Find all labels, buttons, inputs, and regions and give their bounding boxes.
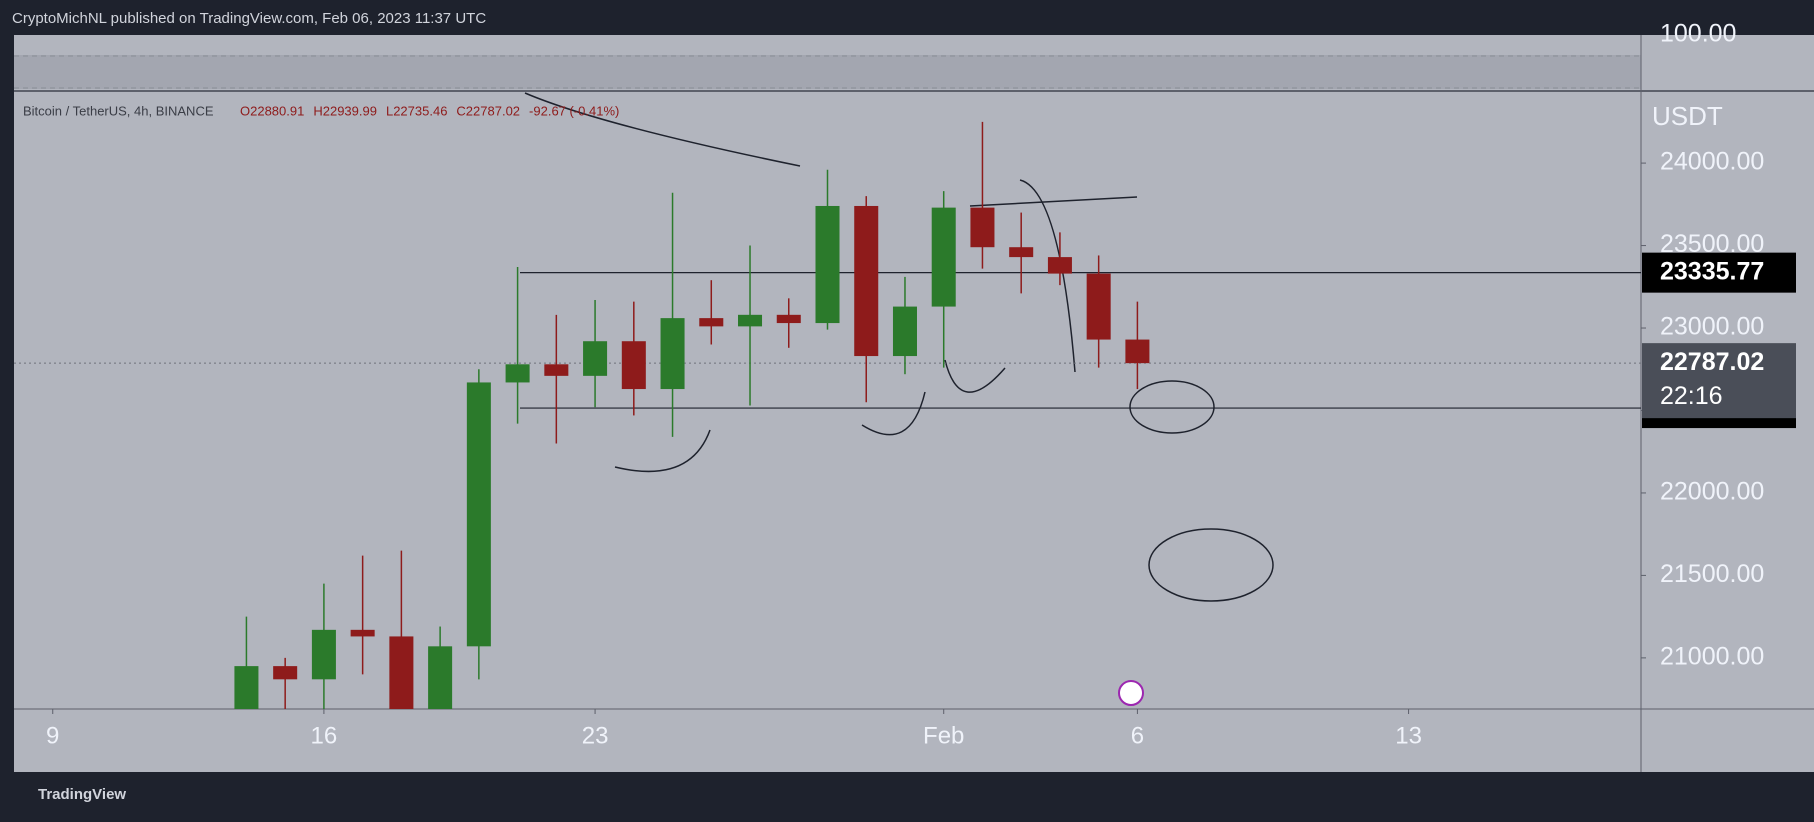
x-tick-label: 16 — [311, 722, 338, 749]
candle-body — [660, 318, 685, 390]
annotation-arrow — [861, 391, 926, 436]
ohlc-legend-value: O22880.91 — [240, 103, 304, 118]
ohlc-legend-value: C22787.02 — [456, 103, 520, 118]
ohlc-legend-value: -92.67 (-0.41%) — [529, 103, 619, 118]
candle-body — [621, 341, 646, 390]
footer-brand: TradingView — [38, 786, 126, 803]
publisher-header: CryptoMichNL published on TradingView.co… — [12, 10, 486, 27]
annotation-arrow — [1019, 179, 1076, 373]
event-marker[interactable] — [1118, 680, 1144, 706]
countdown-label: 22:16 — [1660, 382, 1723, 410]
candle-body — [776, 314, 801, 324]
chart-background — [14, 35, 1814, 772]
level-tag-label: 23335.77 — [1660, 257, 1764, 285]
ohlc-legend-value: L22735.46 — [386, 103, 447, 118]
annotation-arrow — [614, 429, 711, 473]
level-tag — [1642, 252, 1796, 293]
candle-body — [466, 382, 491, 647]
x-tick-label: 9 — [46, 722, 59, 749]
candle-body — [815, 205, 840, 324]
candle-body — [738, 314, 763, 327]
annotation-circle — [1129, 380, 1215, 434]
annotation-arrow — [944, 359, 1006, 393]
y-tick-label: 22000.00 — [1660, 478, 1764, 506]
x-tick-label: 23 — [582, 722, 609, 749]
last-price-label: 22787.02 — [1660, 348, 1764, 376]
x-tick-label: 6 — [1131, 722, 1144, 749]
x-tick-label: 13 — [1395, 722, 1422, 749]
candle-body — [699, 318, 724, 327]
candle-body — [931, 207, 956, 307]
candle-body — [970, 207, 995, 248]
candle-body — [234, 666, 259, 709]
candle-body — [1086, 273, 1111, 340]
candle-body — [1009, 247, 1034, 258]
annotations — [524, 92, 1274, 602]
indicator-band — [14, 55, 1641, 89]
x-tick-label: Feb — [923, 722, 964, 749]
last-price-tag — [1642, 343, 1796, 419]
candle-body — [544, 364, 569, 376]
indicator-tick-label: 100.00 — [1660, 20, 1736, 48]
candle-body — [583, 341, 608, 376]
annotation-circle — [1148, 528, 1274, 602]
candle-body — [1047, 257, 1072, 274]
y-tick-label: 23000.00 — [1660, 313, 1764, 341]
candle-body — [273, 666, 298, 680]
ohlc-legend-value: H22939.99 — [313, 103, 377, 118]
candle-body — [389, 636, 414, 709]
candles — [234, 121, 1150, 709]
annotation-arrow — [524, 92, 801, 167]
candle-body — [1125, 339, 1150, 364]
candle-body — [892, 306, 917, 357]
y-tick-label: 21500.00 — [1660, 560, 1764, 588]
axis-unit: USDT — [1652, 101, 1723, 131]
candle-body — [854, 205, 879, 357]
candle-body — [505, 364, 530, 383]
candle-body — [428, 646, 453, 709]
candle-body — [311, 629, 336, 680]
symbol-legend: Bitcoin / TetherUS, 4h, BINANCE — [23, 103, 214, 118]
y-tick-label: 21000.00 — [1660, 642, 1764, 670]
annotation-arrow — [969, 196, 1138, 207]
y-tick-label: 24000.00 — [1660, 148, 1764, 176]
candle-body — [350, 629, 375, 637]
